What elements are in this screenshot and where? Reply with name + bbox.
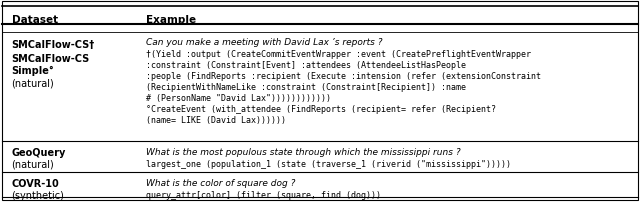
Text: †(Yield :output (CreateCommitEventWrapper :event (CreatePreflightEventWrapper: †(Yield :output (CreateCommitEventWrappe… — [146, 50, 531, 59]
Text: query_attr[color] (filter (square, find (dog))): query_attr[color] (filter (square, find … — [146, 190, 381, 199]
Text: SMCalFlow-CS: SMCalFlow-CS — [12, 54, 90, 64]
Text: (natural): (natural) — [12, 159, 54, 169]
Text: GeoQuery: GeoQuery — [12, 147, 66, 157]
Text: # (PersonName "David Lax")))))))))))): # (PersonName "David Lax")))))))))))) — [146, 94, 331, 102]
Text: COVR-10: COVR-10 — [12, 178, 60, 188]
Text: (name= LIKE (David Lax)))))): (name= LIKE (David Lax)))))) — [146, 115, 286, 124]
Text: :constraint (Constraint[Event] :attendees (AttendeeListHasPeople: :constraint (Constraint[Event] :attendee… — [146, 61, 466, 70]
Text: What is the most populous state through which the mississippi runs ?: What is the most populous state through … — [146, 147, 461, 156]
Text: Simple°: Simple° — [12, 66, 54, 76]
Text: :people (FindReports :recipient (Execute :intension (refer (extensionConstraint: :people (FindReports :recipient (Execute… — [146, 72, 541, 81]
Text: (RecipientWithNameLike :constraint (Constraint[Recipient]) :name: (RecipientWithNameLike :constraint (Cons… — [146, 83, 466, 92]
Text: Can you make a meeting with David Lax ’s reports ?: Can you make a meeting with David Lax ’s… — [146, 38, 383, 47]
Text: (synthetic): (synthetic) — [12, 190, 65, 200]
Text: SMCalFlow-CS†: SMCalFlow-CS† — [12, 40, 95, 50]
Text: °CreateEvent (with_attendee (FindReports (recipient= refer (Recipient?: °CreateEvent (with_attendee (FindReports… — [146, 104, 496, 114]
Text: (natural): (natural) — [12, 79, 54, 88]
Text: Example: Example — [146, 15, 196, 25]
Text: What is the color of square dog ?: What is the color of square dog ? — [146, 178, 295, 187]
Text: Dataset: Dataset — [12, 15, 58, 25]
Text: largest_one (population_1 (state (traverse_1 (riverid ("mississippi"))))): largest_one (population_1 (state (traver… — [146, 159, 511, 168]
